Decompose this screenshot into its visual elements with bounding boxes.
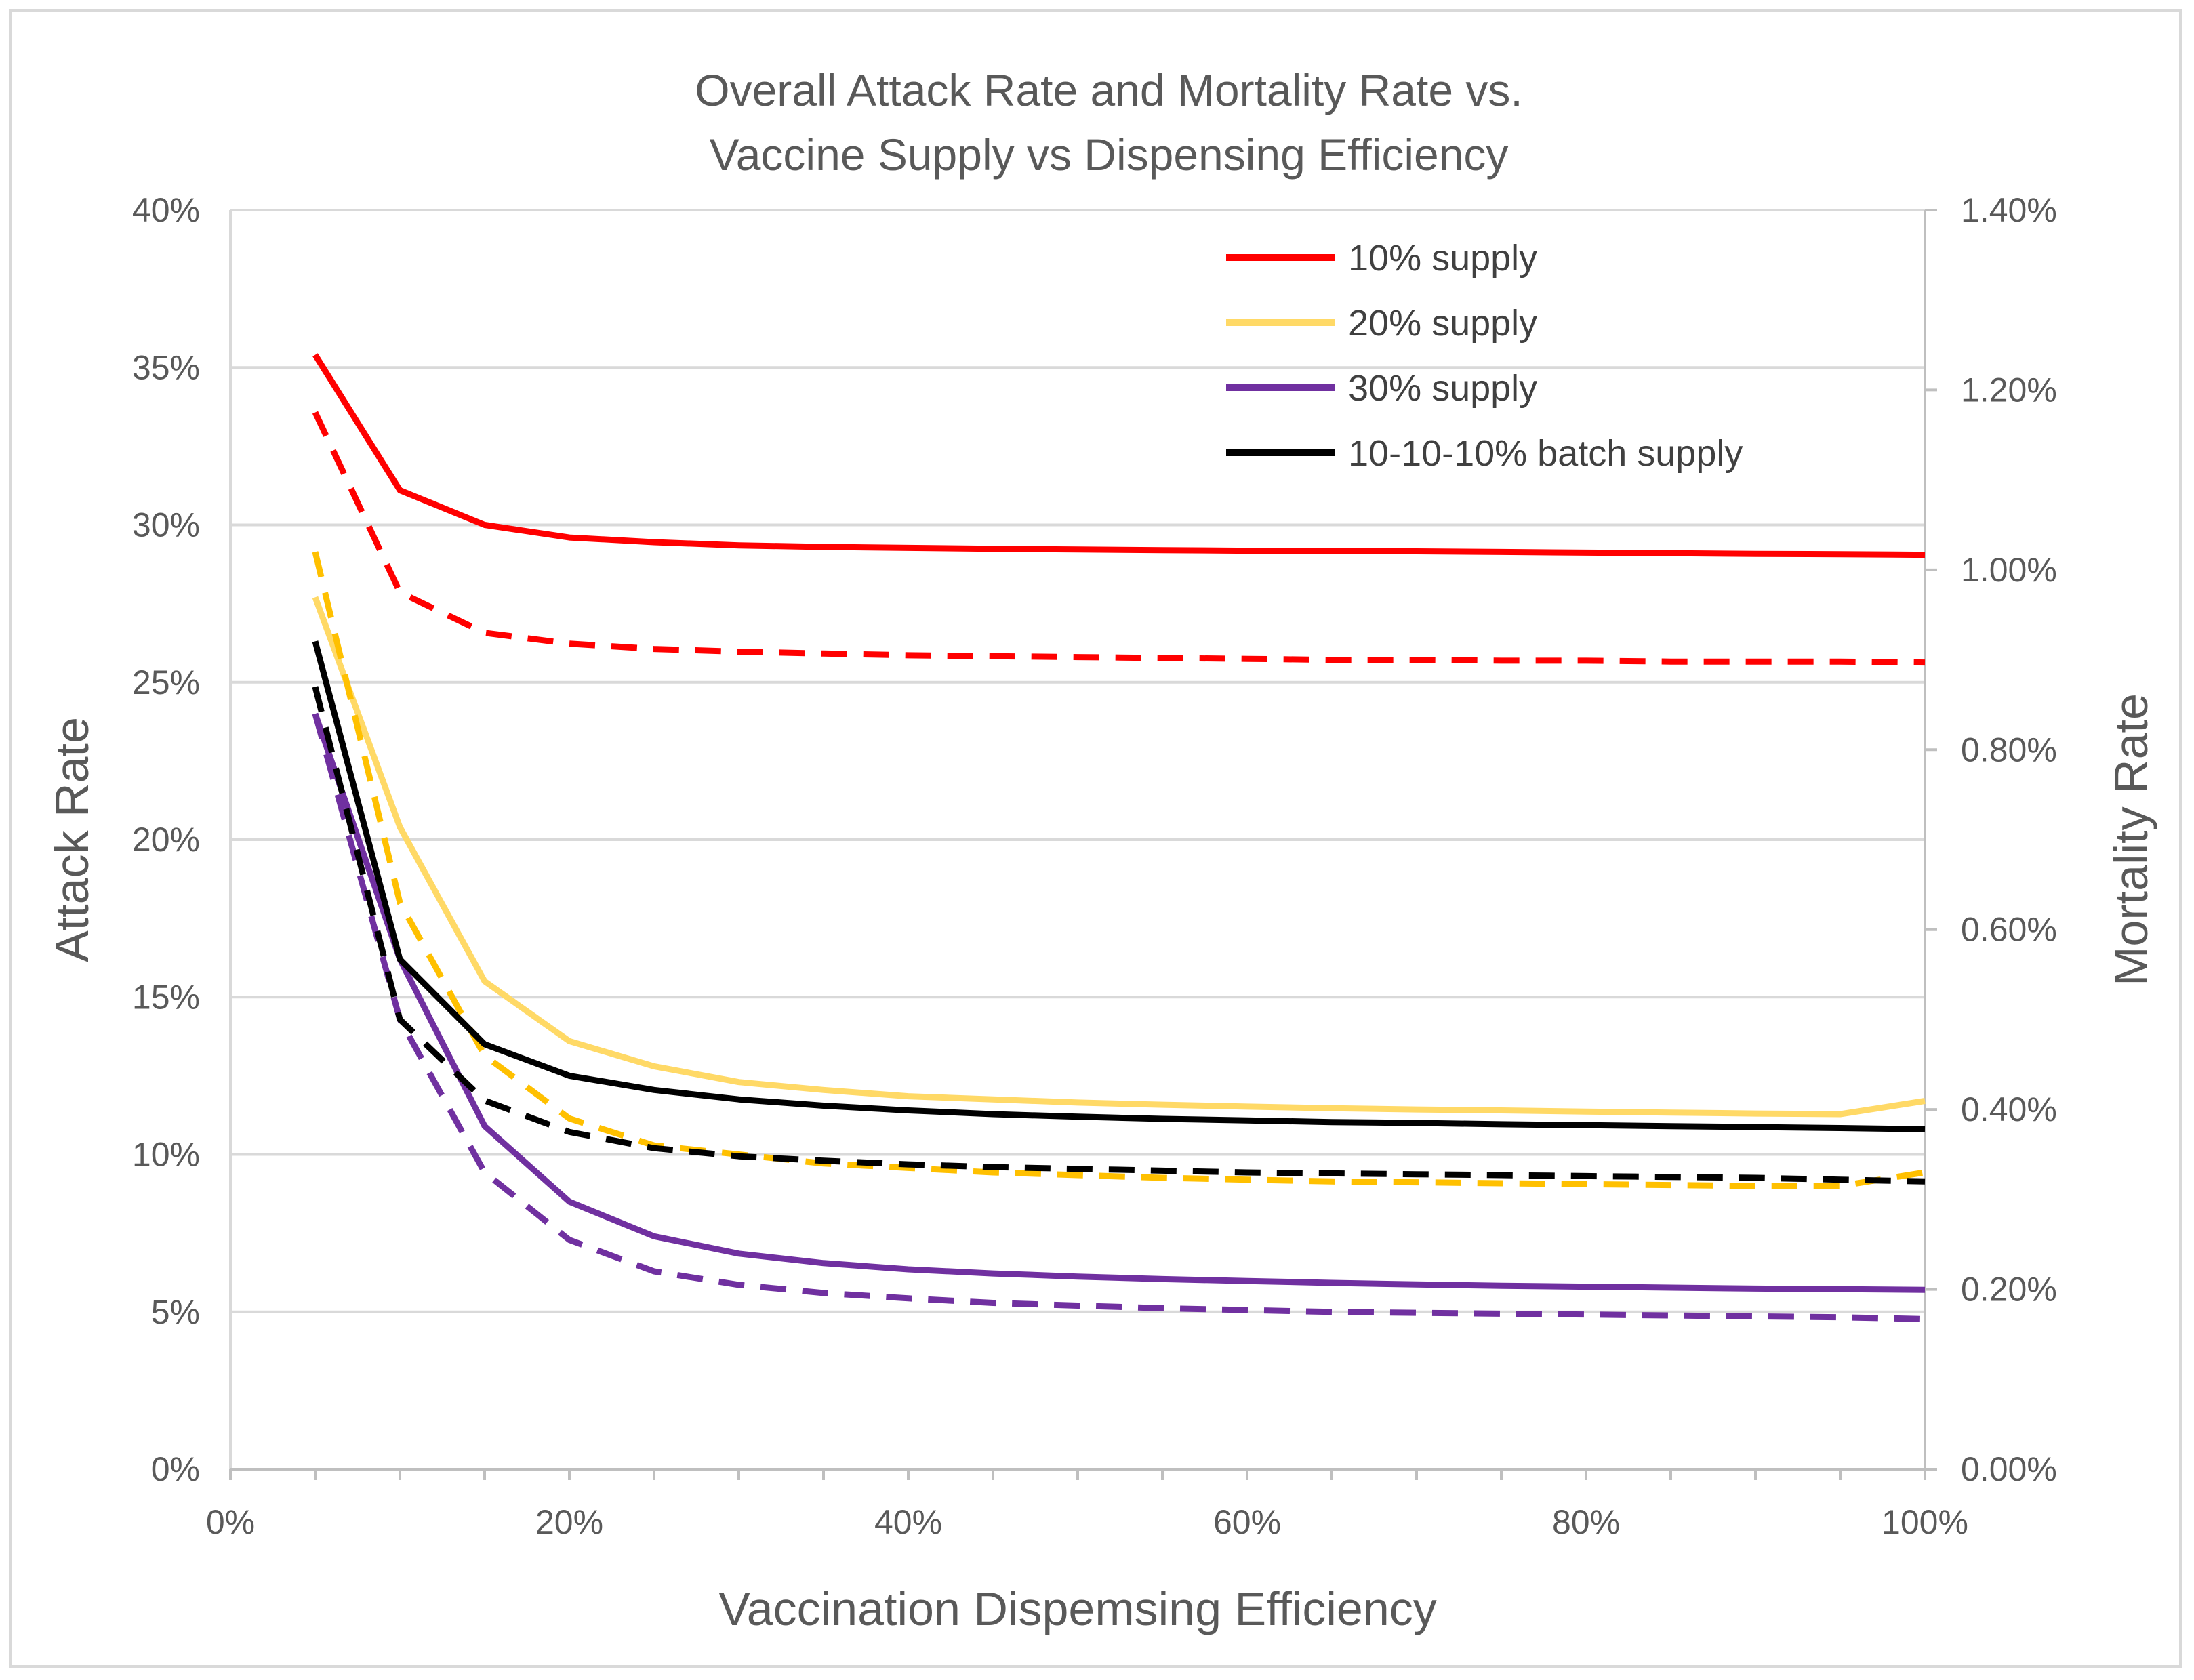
y2-axis-title: Mortality Rate	[2105, 693, 2157, 986]
legend: 10% supply 20% supply 30% supply 10-10-10% …	[1226, 238, 1743, 474]
series-line-7	[312, 686, 1926, 1185]
series-line-4	[312, 712, 1926, 1293]
chart-title-line-2: Vaccine Supply vs Dispensing Efficiency	[710, 129, 1509, 180]
y2-tick-label: 1.20%	[1961, 371, 2057, 409]
series-line-0	[312, 353, 1926, 558]
x-axis-title: Vaccination Dispemsing Efficiency	[718, 1582, 1437, 1635]
y2-tick-label: 0.60%	[1961, 911, 2057, 949]
series-line-2	[312, 596, 1926, 1118]
legend-label: 10-10-10% batch supply	[1348, 433, 1743, 474]
y2-tick-label: 0.20%	[1961, 1271, 2057, 1309]
chart-frame: 0% 5% 10% 15% 20% 25% 30% 35% 40% 0.00% 0.20% 0.40%…	[9, 9, 2182, 1668]
series-line-6	[312, 640, 1926, 1132]
x-tick-label: 100%	[1882, 1503, 1968, 1541]
x-tick-label: 60%	[1213, 1503, 1281, 1541]
series-line-5	[312, 712, 1926, 1322]
y2-tick-label: 1.40%	[1961, 191, 2057, 229]
chart: 0% 5% 10% 15% 20% 25% 30% 35% 40% 0.00% 0.20% 0.40%…	[45, 65, 2157, 1635]
x-tick-label: 40%	[874, 1503, 942, 1541]
y-tick-label: 15%	[132, 978, 200, 1016]
x-tick-label: 0%	[206, 1503, 255, 1541]
y-tick-label: 0%	[151, 1450, 200, 1488]
x-tick-label: 20%	[535, 1503, 603, 1541]
y-tick-label: 20%	[132, 821, 200, 859]
y-tick-label: 25%	[132, 663, 200, 701]
y-tick-label: 30%	[132, 506, 200, 544]
chart-title-line-1: Overall Attack Rate and Mortality Rate v…	[695, 65, 1522, 115]
y-tick-label: 5%	[151, 1293, 200, 1331]
y2-tick-label: 1.00%	[1961, 551, 2057, 589]
series-line-1	[312, 411, 1926, 666]
legend-label: 20% supply	[1348, 303, 1537, 344]
x-tick-label: 80%	[1552, 1503, 1620, 1541]
y2-tick-label: 0.00%	[1961, 1450, 2057, 1488]
axes	[229, 209, 1937, 1480]
series-line-3	[312, 551, 1926, 1189]
y-tick-label: 10%	[132, 1136, 200, 1174]
y-tick-label: 40%	[132, 191, 200, 229]
gridlines	[230, 209, 1925, 1313]
y-tick-label: 35%	[132, 348, 200, 386]
y2-tick-label: 0.40%	[1961, 1090, 2057, 1128]
legend-label: 10% supply	[1348, 238, 1537, 279]
series	[312, 353, 1926, 1322]
legend-label: 30% supply	[1348, 368, 1537, 409]
y2-tick-label: 0.80%	[1961, 731, 2057, 769]
y-axis-title: Attack Rate	[45, 717, 98, 962]
labels: 0% 5% 10% 15% 20% 25% 30% 35% 40% 0.00% 0.20% 0.40%…	[45, 65, 2157, 1635]
